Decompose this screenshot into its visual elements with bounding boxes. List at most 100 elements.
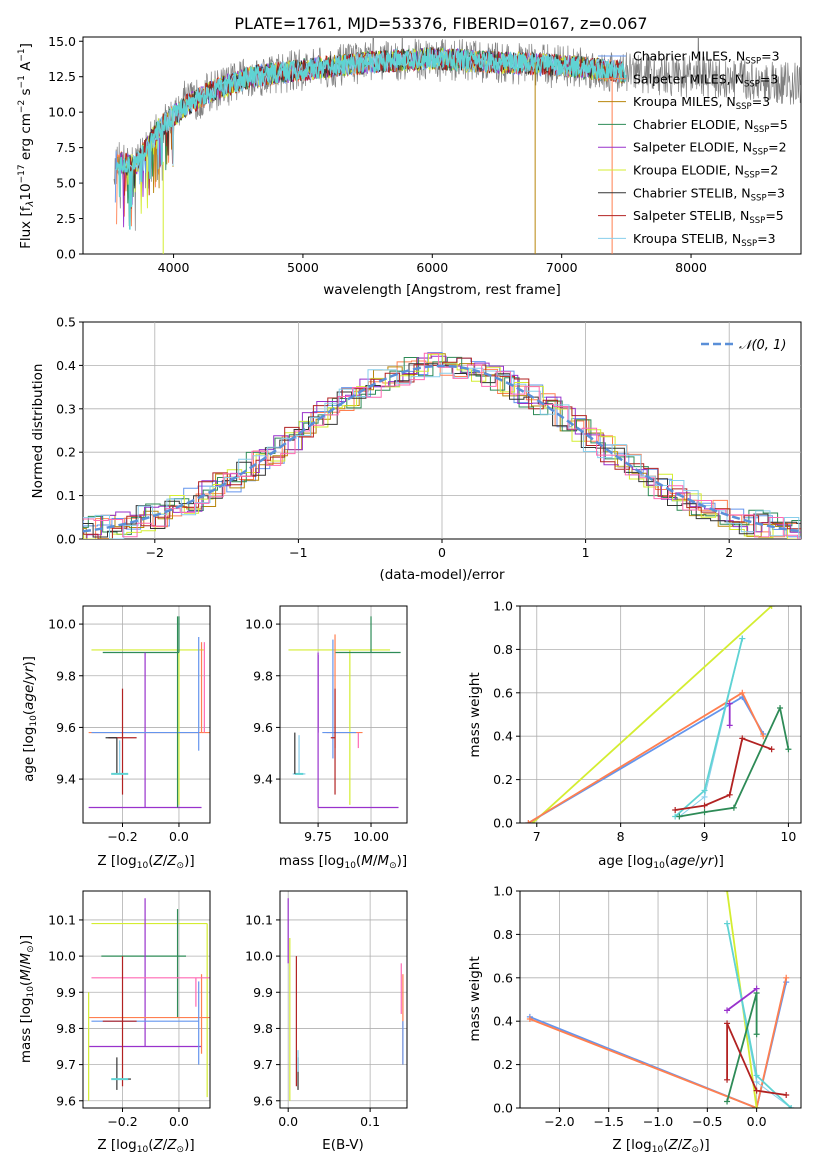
panel-frame bbox=[82, 605, 211, 824]
xtick-label: −0.5 bbox=[692, 1114, 722, 1129]
plot-area bbox=[287, 898, 404, 1101]
ytick-label: 0.4 bbox=[493, 729, 513, 744]
point-salpeter-elodie bbox=[724, 1007, 731, 1014]
resid-xtick-label: 2 bbox=[725, 545, 733, 560]
age-mass-xlabel: mass [log10(M/M⊙)] bbox=[279, 853, 407, 871]
residuals-xlabel: (data-model)/error bbox=[379, 567, 505, 583]
spectrum-traces bbox=[113, 37, 801, 254]
point-salpeter-stelib bbox=[701, 802, 708, 809]
point-cyan-thick bbox=[788, 1105, 795, 1108]
ytick-label: 0.2 bbox=[493, 1057, 513, 1072]
xtick-label: 0.0 bbox=[278, 1114, 298, 1129]
point-kroupa-elodie bbox=[724, 891, 731, 894]
point-salpeter-stelib bbox=[768, 746, 775, 753]
xtick-label: −1.0 bbox=[643, 1114, 673, 1129]
point-salpeter-stelib bbox=[726, 791, 733, 798]
mass-Z-ylabel: mass [log10(M/M⊙)] bbox=[18, 935, 36, 1063]
point-salpeter-stelib bbox=[672, 806, 679, 813]
spectrum-frame bbox=[82, 36, 802, 255]
series-chabrier-elodie bbox=[726, 992, 758, 1102]
series-kroupa-elodie bbox=[531, 606, 773, 823]
age-Z-ylabel: age [log10(age/yr)] bbox=[21, 656, 39, 782]
plot-area bbox=[88, 616, 210, 809]
w-Z-ylabel: mass weight bbox=[467, 956, 483, 1041]
xtick-label: 9 bbox=[701, 829, 709, 844]
mass-vs-ebv-panel: 0.0 0.1 9.6 9.7 9.8 9.9 10.0 10.1 bbox=[245, 890, 408, 1129]
ytick-label: 9.4 bbox=[253, 772, 273, 787]
series-chabrier-miles bbox=[527, 695, 765, 823]
resid-ytick-label: 0.0 bbox=[56, 532, 76, 547]
ytick-label: 9.8 bbox=[56, 1021, 76, 1036]
w-age-xlabel: age [log10(age/yr)] bbox=[598, 853, 724, 871]
spectrum-xtick-label: 6000 bbox=[416, 260, 448, 275]
spectrum-xtick-label: 7000 bbox=[546, 260, 578, 275]
xtick-label: 0.0 bbox=[169, 829, 189, 844]
ytick-label: 9.7 bbox=[253, 1057, 273, 1072]
xtick-label: 9.75 bbox=[304, 829, 332, 844]
age-Z-xlabel: Z [log10(Z/Z⊙)] bbox=[97, 853, 194, 871]
panel-frame bbox=[519, 890, 802, 1109]
ytick-label: 1.0 bbox=[493, 884, 513, 899]
xtick-label: 0.1 bbox=[360, 1114, 380, 1129]
xtick-label: 0.0 bbox=[169, 1114, 189, 1129]
point-salpeter-miles bbox=[526, 1016, 533, 1023]
model-kroupa-stelib-highlight bbox=[115, 48, 627, 230]
ytick-label: 10.1 bbox=[245, 912, 273, 927]
xtick-label: 0.0 bbox=[747, 1114, 767, 1129]
gauss-legend-label: 𝒩(0, 1) bbox=[739, 338, 786, 353]
legend-label-kroupa-miles: Kroupa MILES, NSSP=3 bbox=[633, 94, 770, 112]
legend-label-salpeter-miles: Salpeter MILES, NSSP=3 bbox=[633, 71, 778, 89]
residual-hist-pink bbox=[83, 352, 801, 539]
ytick-label: 9.6 bbox=[253, 1093, 273, 1108]
legend-label-chabrier-stelib: Chabrier STELIB, NSSP=3 bbox=[633, 185, 785, 203]
xtick-label: 10.00 bbox=[353, 829, 389, 844]
spectrum-panel: Chabrier MILES, NSSP=3 Salpeter MILES, NS… bbox=[17, 34, 802, 298]
xtick-label: 8 bbox=[617, 829, 625, 844]
residuals-ylabel: Normed distribution bbox=[30, 364, 46, 499]
series-kroupa-stelib bbox=[726, 923, 792, 1108]
mass-vs-Z-panel: −0.2 0.0 9.6 9.7 9.8 9.9 10.0 10.1 bbox=[48, 890, 211, 1129]
resid-xtick-label: 1 bbox=[582, 545, 590, 560]
resid-ytick-label: 0.2 bbox=[56, 445, 76, 460]
residual-hist-salpeter-stelib bbox=[83, 357, 801, 539]
resid-xtick-label: 0 bbox=[438, 545, 446, 560]
mass-ebv-xlabel: E(B-V) bbox=[322, 1137, 364, 1153]
spectrum-ytick-label: 10.0 bbox=[48, 105, 76, 120]
ytick-label: 0.0 bbox=[493, 816, 513, 831]
ytick-label: 9.8 bbox=[56, 668, 76, 683]
point-cyan-thick bbox=[724, 920, 731, 927]
w-age-ylabel: mass weight bbox=[467, 672, 483, 757]
series-cyan-thick bbox=[726, 923, 792, 1108]
legend-label-chabrier-elodie: Chabrier ELODIE, NSSP=5 bbox=[633, 117, 788, 135]
point-chabrier-elodie bbox=[753, 1031, 760, 1038]
xtick-label: −2.0 bbox=[544, 1114, 574, 1129]
point-salpeter-stelib bbox=[739, 735, 746, 742]
panel-frame bbox=[82, 890, 211, 1109]
ytick-label: 9.6 bbox=[56, 720, 76, 735]
spectrum-xtick-label: 4000 bbox=[158, 260, 190, 275]
spectrum-xtick-label: 5000 bbox=[287, 260, 319, 275]
series-kroupa-stelib bbox=[679, 638, 743, 817]
ytick-label: 10.0 bbox=[245, 949, 273, 964]
age-vs-Z-panel: −0.2 0.0 9.4 9.6 9.8 10.0 bbox=[48, 605, 211, 844]
spectrum-legend: Chabrier MILES, NSSP=3 Salpeter MILES, NS… bbox=[598, 49, 788, 249]
ytick-label: 9.6 bbox=[56, 1093, 76, 1108]
spectrum-xlabel: wavelength [Angstrom, rest frame] bbox=[323, 282, 561, 298]
spectrum-ytick-label: 2.5 bbox=[56, 211, 76, 226]
mass-Z-xlabel: Z [log10(Z/Z⊙)] bbox=[97, 1137, 194, 1155]
legend-label-salpeter-stelib: Salpeter STELIB, NSSP=5 bbox=[633, 208, 784, 226]
resid-xtick-label: −1 bbox=[289, 545, 307, 560]
point-salpeter-miles bbox=[525, 820, 532, 823]
point-chabrier-elodie bbox=[701, 809, 708, 816]
figure-title: PLATE=1761, MJD=53376, FIBERID=0167, z=0… bbox=[234, 14, 647, 33]
point-kroupa-elodie bbox=[768, 606, 775, 609]
weight-vs-age-panel: 7 8 9 10 0.0 0.2 0.4 0.6 0.8 1.0 bbox=[493, 599, 802, 844]
spectrum-ytick-label: 15.0 bbox=[48, 34, 76, 49]
point-salpeter-elodie bbox=[753, 985, 760, 992]
resid-ytick-label: 0.3 bbox=[56, 401, 76, 416]
residual-hist-chabrier-elodie bbox=[83, 356, 801, 535]
point-kroupa-elodie bbox=[753, 1105, 760, 1108]
point-chabrier-elodie bbox=[777, 704, 784, 711]
xtick-label: 10 bbox=[780, 829, 796, 844]
